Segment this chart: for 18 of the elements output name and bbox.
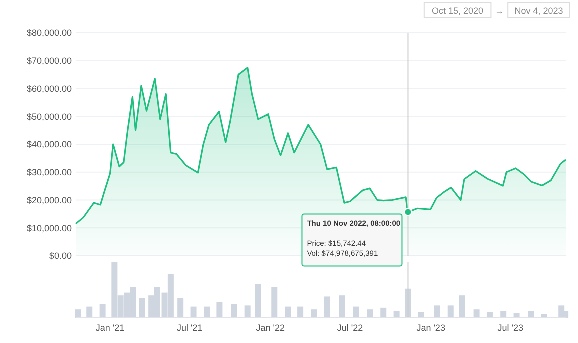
y-tick-label: $40,000.00 — [26, 140, 72, 150]
y-tick-label: $50,000.00 — [26, 112, 72, 122]
y-tick-label: $0.00 — [49, 251, 72, 262]
y-tick-label: $80,000.00 — [26, 28, 72, 38]
x-tick-label: Jan '22 — [256, 323, 286, 333]
y-tick-label: $70,000.00 — [26, 56, 72, 66]
x-tick-label: Jul '21 — [176, 323, 203, 333]
text: Nov 4, 2023 — [514, 6, 564, 16]
x-tick-label: Jan '23 — [416, 323, 446, 333]
y-tick-label: $10,000.00 — [26, 223, 72, 234]
x-tick-label: Jul '23 — [498, 323, 524, 333]
y-tick-label: $60,000.00 — [26, 84, 72, 94]
y-tick-label: $20,000.00 — [26, 195, 72, 206]
x-tick-label: Jan '21 — [96, 323, 125, 333]
x-tick-label: Jul '22 — [337, 323, 364, 333]
text: → — [495, 6, 504, 16]
text: Oct 15, 2020 — [432, 6, 484, 16]
y-tick-label: $30,000.00 — [26, 168, 72, 178]
